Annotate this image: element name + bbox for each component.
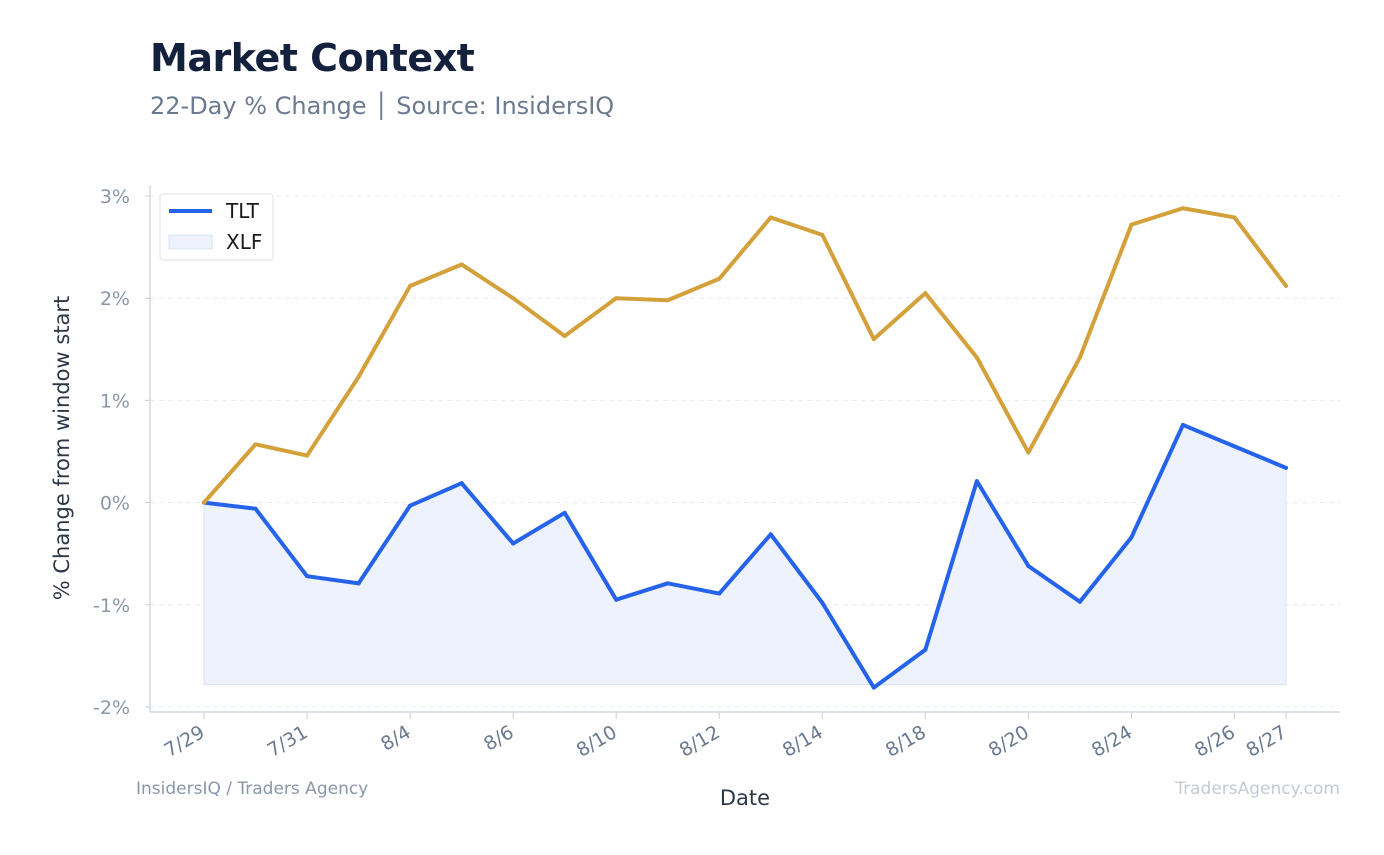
data-point-tlt (1026, 563, 1031, 568)
data-point-tlt (614, 597, 619, 602)
x-tick-label: 7/31 (264, 721, 312, 761)
data-point-tlt (1077, 599, 1082, 604)
data-point-tlt (768, 532, 773, 537)
data-point-xlf (511, 296, 516, 301)
y-tick-label: 2% (100, 288, 130, 310)
data-point-xlf (614, 296, 619, 301)
x-axis-label: Date (720, 786, 770, 810)
data-point-xlf (562, 334, 567, 339)
data-point-xlf (459, 262, 464, 267)
footer-credit: InsidersIQ / Traders Agency (136, 779, 369, 799)
y-tick-label: -2% (93, 697, 130, 719)
data-point-xlf (1077, 355, 1082, 360)
data-point-tlt (820, 600, 825, 605)
series-fill (203, 424, 1287, 689)
data-point-xlf (408, 283, 413, 288)
data-point-tlt (305, 574, 310, 579)
data-point-tlt (253, 506, 258, 511)
data-point-tlt (1180, 422, 1185, 427)
data-point-xlf (1232, 215, 1237, 220)
series-lines (202, 206, 1288, 690)
legend-label-tlt: TLT (225, 199, 260, 223)
series-area-tlt (203, 424, 1287, 689)
series-line-tlt (202, 422, 1288, 690)
legend: TLT XLF (159, 193, 274, 261)
chart-subtitle: 22-Day % Change │ Source: InsidersIQ (150, 92, 615, 120)
y-tick-label: -1% (93, 595, 130, 617)
data-point-xlf (717, 276, 722, 281)
chart-title: Market Context (150, 36, 475, 80)
legend-swatch-xlf (168, 234, 213, 250)
x-tick-label: 8/20 (985, 721, 1033, 761)
y-tick-label: 3% (100, 186, 130, 208)
y-ticks: 3% 2% 1% 0% -1% -2% (93, 186, 150, 719)
x-ticks: 7/29 7/31 8/4 8/6 8/10 8/12 8/14 8/18 8/20 8/24 8/… (161, 712, 1291, 762)
x-tick-label: 8/18 (882, 721, 930, 761)
x-tick-label: 8/10 (573, 721, 621, 761)
data-point-tlt (562, 510, 567, 515)
data-point-tlt (717, 591, 722, 596)
y-tick-label: 0% (100, 493, 130, 515)
data-point-tlt (1284, 465, 1288, 470)
legend-label-xlf: XLF (226, 230, 262, 254)
data-point-xlf (1180, 206, 1185, 211)
x-tick-label: 8/26 (1191, 721, 1239, 761)
data-point-xlf (871, 337, 876, 342)
data-point-tlt (974, 479, 979, 484)
data-point-tlt (871, 685, 876, 690)
x-tick-label: 8/14 (779, 721, 827, 761)
x-tick-label: 8/27 (1243, 721, 1291, 761)
data-point-xlf (768, 215, 773, 220)
series-line-xlf (202, 206, 1288, 505)
data-point-xlf (923, 291, 928, 296)
data-point-xlf (665, 298, 670, 303)
data-point-xlf (253, 442, 258, 447)
x-tick-label: 8/4 (377, 721, 414, 755)
footer-watermark: TradersAgency.com (1175, 779, 1340, 799)
data-point-tlt (1129, 535, 1134, 540)
data-point-xlf (1026, 450, 1031, 455)
data-point-xlf (305, 453, 310, 458)
x-tick-label: 8/24 (1088, 721, 1136, 761)
data-point-tlt (665, 581, 670, 586)
data-point-xlf (820, 232, 825, 237)
data-point-xlf (1129, 222, 1134, 227)
x-tick-label: 7/29 (161, 721, 209, 761)
data-point-tlt (1232, 444, 1237, 449)
axes (149, 185, 1340, 713)
data-point-tlt (459, 481, 464, 486)
data-point-tlt (511, 541, 516, 546)
data-point-xlf (1284, 283, 1288, 288)
data-point-tlt (923, 647, 928, 652)
x-tick-label: 8/6 (480, 721, 517, 755)
y-axis-label: % Change from window start (50, 296, 74, 601)
data-point-tlt (408, 503, 413, 508)
data-point-xlf (356, 374, 361, 379)
x-tick-label: 8/12 (676, 721, 724, 761)
data-point-xlf (202, 500, 206, 505)
data-point-tlt (356, 581, 361, 586)
y-tick-label: 1% (100, 390, 130, 412)
data-point-xlf (974, 355, 979, 360)
